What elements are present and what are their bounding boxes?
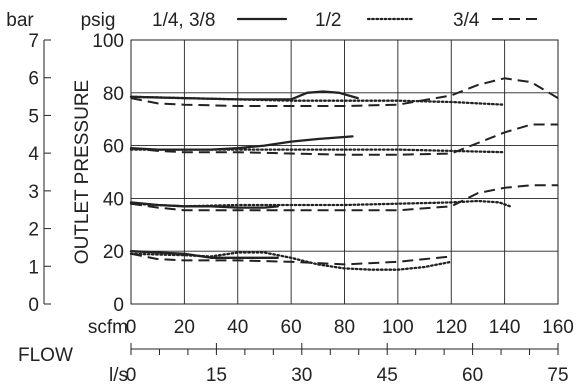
flow-label: FLOW — [18, 345, 73, 366]
bar-tick-label: 4 — [28, 144, 39, 165]
bar-tick-label: 2 — [28, 220, 39, 241]
series-line-dotted — [129, 95, 506, 106]
bar-tick-label: 6 — [28, 69, 39, 90]
y-axis-title: OUTLET PRESSURE — [72, 80, 93, 264]
scfm-tick-label: 140 — [489, 317, 521, 338]
psig-tick-label: 0 — [113, 295, 124, 316]
psig-unit-label: psig — [81, 10, 116, 31]
legend-label: 3/4 — [453, 10, 480, 31]
scfm-tick-label: 0 — [126, 317, 137, 338]
series-line-solid — [129, 250, 279, 259]
scfm-tick-label: 160 — [542, 317, 574, 338]
ls-tick-label: 15 — [206, 365, 227, 384]
bar-tick-label: 5 — [28, 106, 39, 127]
series-line-dotted — [129, 251, 453, 271]
series-line-dotted — [129, 148, 506, 154]
psig-tick-label: 40 — [103, 189, 124, 210]
scfm-tick-label: 120 — [435, 317, 467, 338]
series-layer — [129, 77, 559, 271]
scfm-tick-label: 60 — [281, 317, 302, 338]
bar-tick-label: 7 — [28, 31, 39, 52]
scfm-tick-label: 20 — [174, 317, 195, 338]
bar-tick-label: 3 — [28, 182, 39, 203]
series-line-dashed — [130, 123, 558, 156]
scfm-unit-label: scfm — [88, 317, 128, 338]
psig-tick-label: 20 — [103, 242, 124, 263]
ls-unit-label: l/s — [109, 365, 128, 384]
ls-tick-label: 60 — [462, 365, 483, 384]
legend: 1/4, 3/8 1/2 3/4 — [152, 10, 540, 31]
psig-tick-label: 80 — [103, 84, 124, 105]
legend-label: 1/4, 3/8 — [152, 10, 215, 31]
axes: bar psig OUTLET PRESSURE scfm FLOW l/s 0… — [6, 10, 574, 384]
series-line-solid — [129, 135, 354, 151]
bar-tick-label: 1 — [28, 257, 39, 278]
ls-tick-label: 45 — [377, 365, 398, 384]
psig-tick-label: 60 — [103, 137, 124, 158]
psig-tick-label: 100 — [92, 31, 124, 52]
scfm-tick-label: 100 — [382, 317, 414, 338]
bar-unit-label: bar — [6, 10, 34, 31]
series-line-dashed — [130, 184, 558, 212]
series-line-dashed — [130, 77, 559, 107]
scfm-tick-label: 40 — [227, 317, 248, 338]
ls-tick-label: 0 — [126, 365, 137, 384]
series-line-dashed — [130, 252, 452, 266]
ls-tick-label: 75 — [547, 365, 568, 384]
ls-tick-label: 30 — [291, 365, 312, 384]
bar-tick-label: 0 — [28, 295, 39, 316]
series-line-dotted — [129, 199, 512, 208]
scfm-tick-label: 80 — [334, 317, 355, 338]
legend-label: 1/2 — [315, 10, 341, 31]
